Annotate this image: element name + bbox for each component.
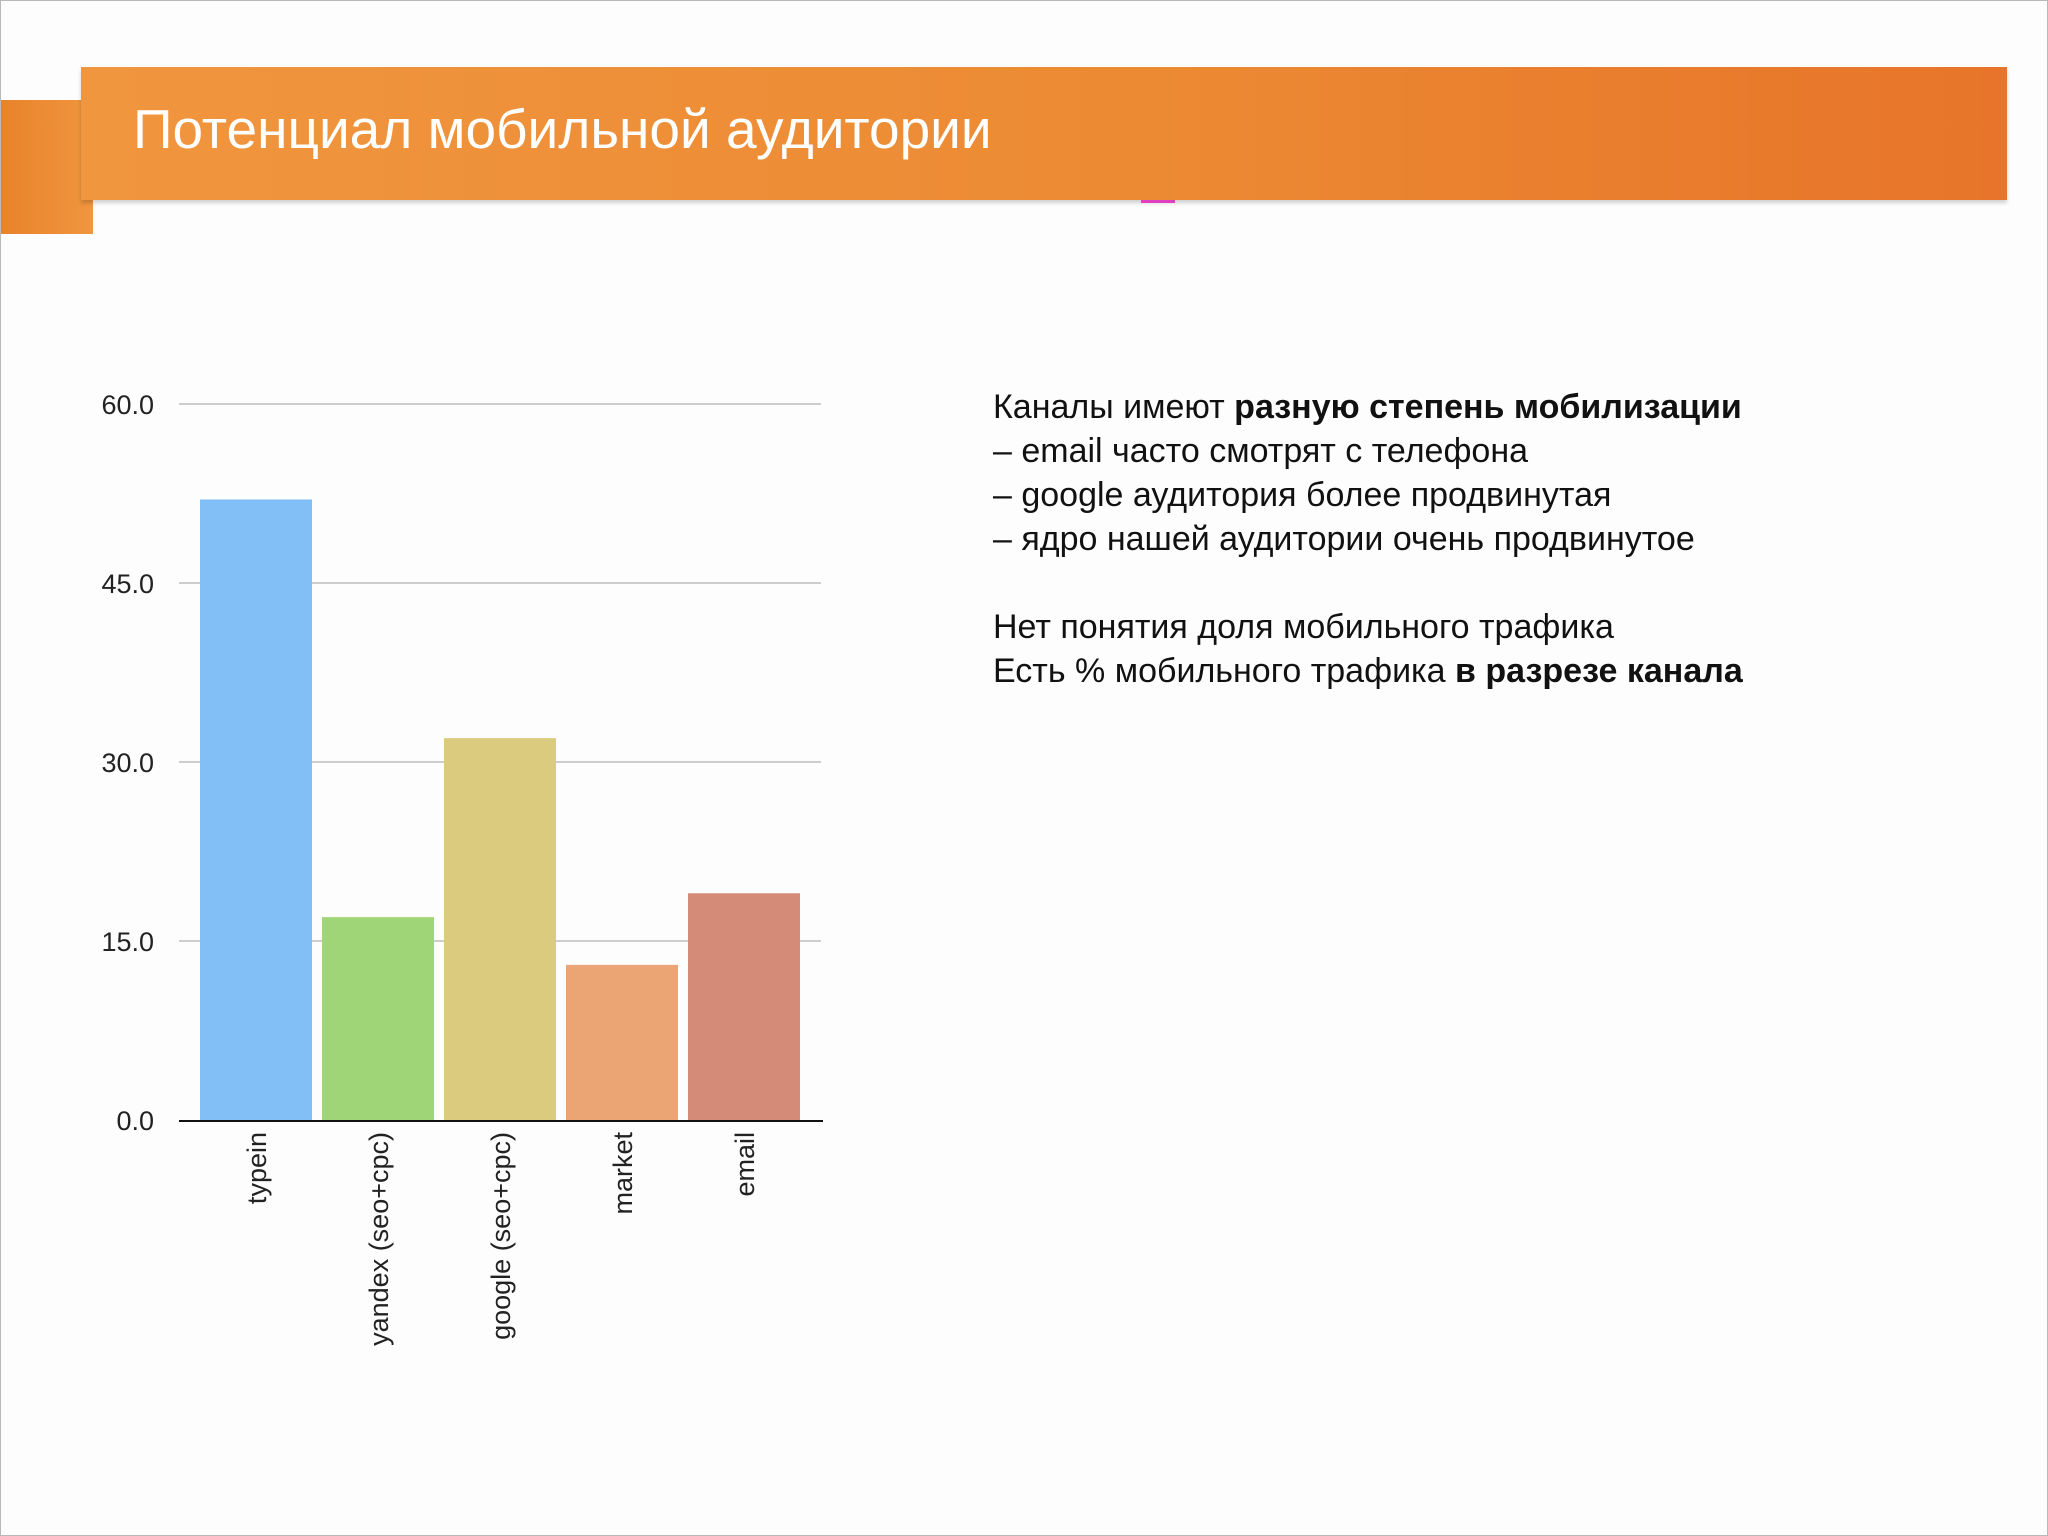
y-tick-label: 30.0	[101, 748, 154, 778]
notes-text: Каналы имеют разную степень мобилизации …	[993, 385, 1743, 693]
title-accent-tab	[1, 100, 93, 234]
bar-1	[200, 499, 312, 1120]
notes-line-6: Есть % мобильного трафика в разрезе кана…	[993, 649, 1743, 693]
x-tick-label: market	[608, 1132, 638, 1215]
decorative-mark	[1141, 200, 1175, 203]
y-tick-label: 60.0	[101, 390, 154, 420]
notes-bullet: – google аудитория более продвинутая	[993, 476, 1612, 514]
y-tick-label: 15.0	[101, 927, 154, 957]
bar-2	[322, 917, 434, 1120]
x-tick-label: email	[730, 1132, 760, 1197]
notes-line-1-bold: разную степень мобилизации	[1234, 388, 1742, 426]
notes-line-6-plain: Есть % мобильного трафика	[993, 652, 1456, 690]
x-tick-label: yandex (seo+cpc)	[364, 1132, 394, 1346]
notes-line-1-plain: Каналы имеют	[993, 388, 1235, 426]
notes-line-6-bold: в разрезе канала	[1455, 652, 1743, 690]
y-tick-label: 45.0	[101, 569, 154, 599]
x-tick-label: google (seo+cpc)	[486, 1132, 516, 1340]
y-tick-label: 0.0	[116, 1106, 154, 1136]
notes-bullet: – ядро нашей аудитории очень продвинутое	[993, 520, 1695, 558]
bar-5	[688, 893, 800, 1120]
bar-3	[444, 738, 556, 1120]
notes-line-1: Каналы имеют разную степень мобилизации	[993, 385, 1743, 429]
bar-chart: 0.0 15.0 30.0 45.0 60.0 typein yandex (seo+cpc…	[101, 390, 823, 1346]
bar-layer	[200, 499, 800, 1120]
x-tick-label: typein	[242, 1132, 272, 1204]
label-layer: 0.0 15.0 30.0 45.0 60.0 typein yandex (seo+cpc…	[101, 390, 760, 1346]
notes-line-5: Нет понятия доля мобильного трафика	[993, 608, 1614, 646]
bar-4	[566, 964, 678, 1120]
title-bar: Потенциал мобильной аудитории	[81, 67, 2007, 200]
slide-title: Потенциал мобильной аудитории	[133, 98, 992, 160]
notes-bullet: – email часто смотрят с телефона	[993, 432, 1529, 470]
